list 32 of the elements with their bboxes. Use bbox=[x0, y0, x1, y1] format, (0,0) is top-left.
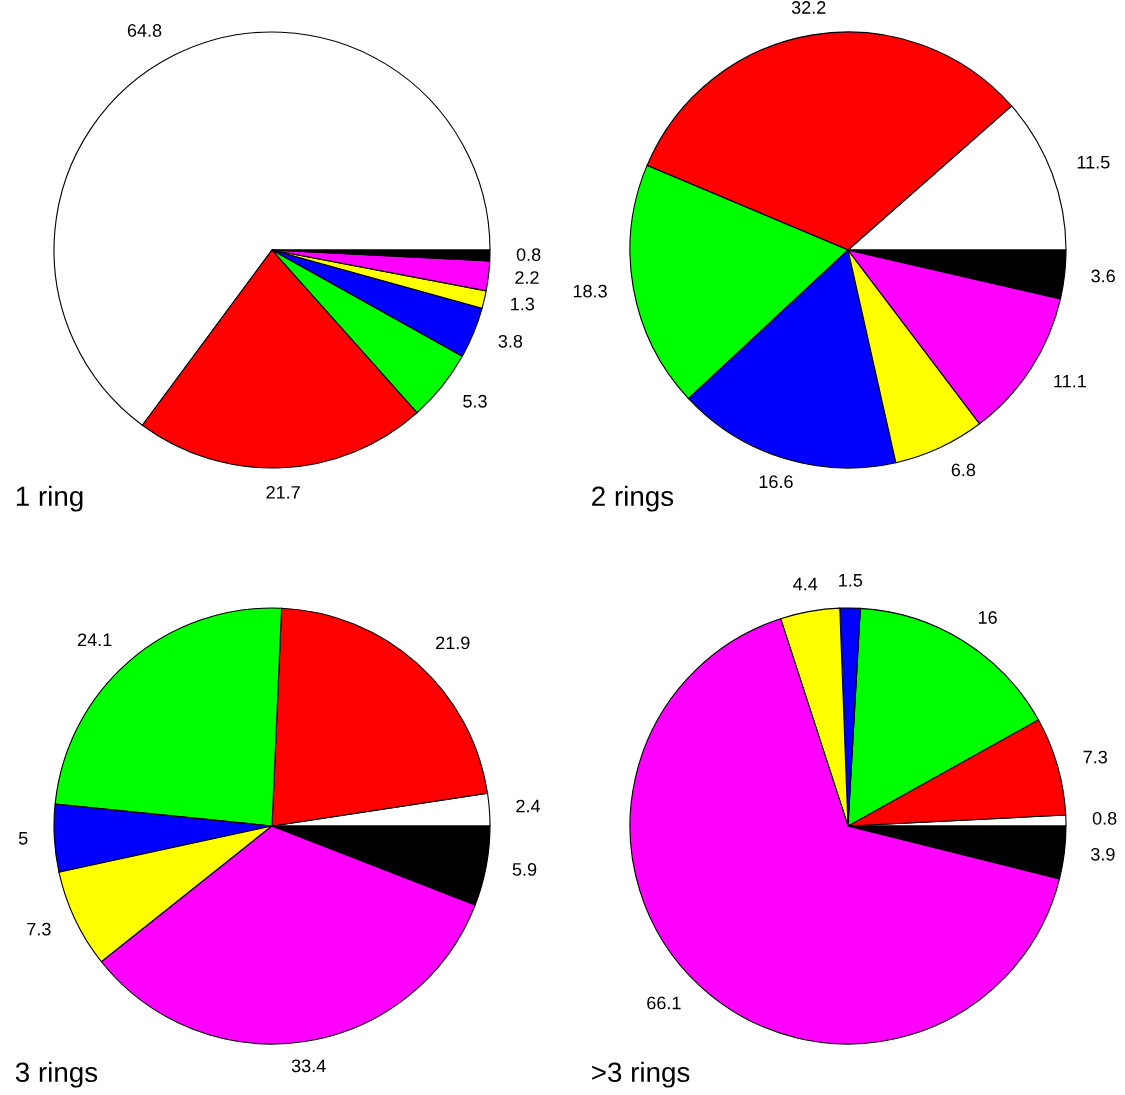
data-label: 3.6 bbox=[1091, 269, 1115, 283]
data-label: 5 bbox=[18, 832, 28, 845]
text: 3 rings bbox=[15, 1061, 98, 1088]
data-label: 21.9 bbox=[436, 636, 470, 650]
data-label: 1.5 bbox=[839, 574, 863, 587]
data-label: 5.3 bbox=[463, 394, 487, 408]
data-label: 2.4 bbox=[516, 799, 541, 813]
data-label: 5.9 bbox=[512, 863, 537, 876]
data-label: 64.8 bbox=[127, 24, 162, 37]
text: 2 rings bbox=[592, 485, 674, 512]
data-label: 3.8 bbox=[498, 334, 523, 348]
data-label: 0.8 bbox=[1092, 811, 1117, 825]
data-label: 6.8 bbox=[951, 463, 976, 477]
data-label: 0.8 bbox=[516, 248, 541, 261]
data-label: 11.1 bbox=[1054, 374, 1086, 388]
data-label: 21.7 bbox=[266, 485, 300, 499]
data-label: 24.1 bbox=[78, 633, 112, 647]
data-label: 7.3 bbox=[1083, 750, 1107, 764]
data-label: 32.2 bbox=[791, 1, 826, 14]
data-label: 18.3 bbox=[573, 284, 607, 298]
data-label: 33.4 bbox=[291, 1059, 326, 1073]
data-label: 1.3 bbox=[511, 297, 535, 311]
data-label: 4.4 bbox=[793, 577, 818, 591]
data-label: 3.9 bbox=[1091, 847, 1115, 861]
data-label: 2.2 bbox=[515, 271, 539, 284]
data-label: 7.3 bbox=[27, 922, 51, 936]
data-label: 66.1 bbox=[647, 996, 681, 1010]
text: 1 ring bbox=[16, 485, 83, 512]
data-label: 16 bbox=[978, 611, 997, 624]
data-label: 16.6 bbox=[759, 475, 793, 489]
text: >3 rings bbox=[592, 1061, 690, 1088]
data-label: 11.5 bbox=[1077, 156, 1110, 169]
